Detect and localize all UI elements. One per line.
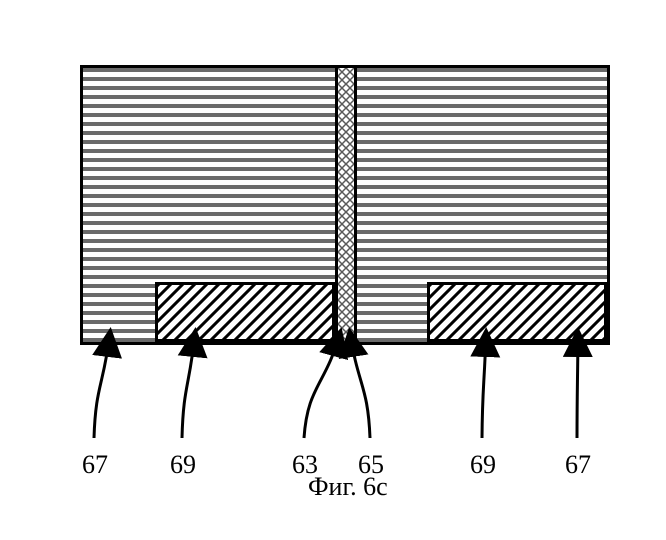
figure-6c: 676963656967 Фиг. 6с [20, 20, 666, 520]
callout-label-69: 69 [470, 450, 496, 480]
callout-arrow [304, 333, 340, 438]
callout-label-69: 69 [170, 450, 196, 480]
callout-label-67: 67 [565, 450, 591, 480]
callout-label-67: 67 [82, 450, 108, 480]
callout-arrow [577, 333, 578, 438]
callout-arrow [350, 333, 370, 438]
callout-arrows [20, 20, 666, 480]
callout-arrow [182, 333, 195, 438]
figure-caption: Фиг. 6с [308, 472, 388, 502]
callout-arrow [482, 333, 486, 438]
callout-arrow [94, 333, 110, 438]
